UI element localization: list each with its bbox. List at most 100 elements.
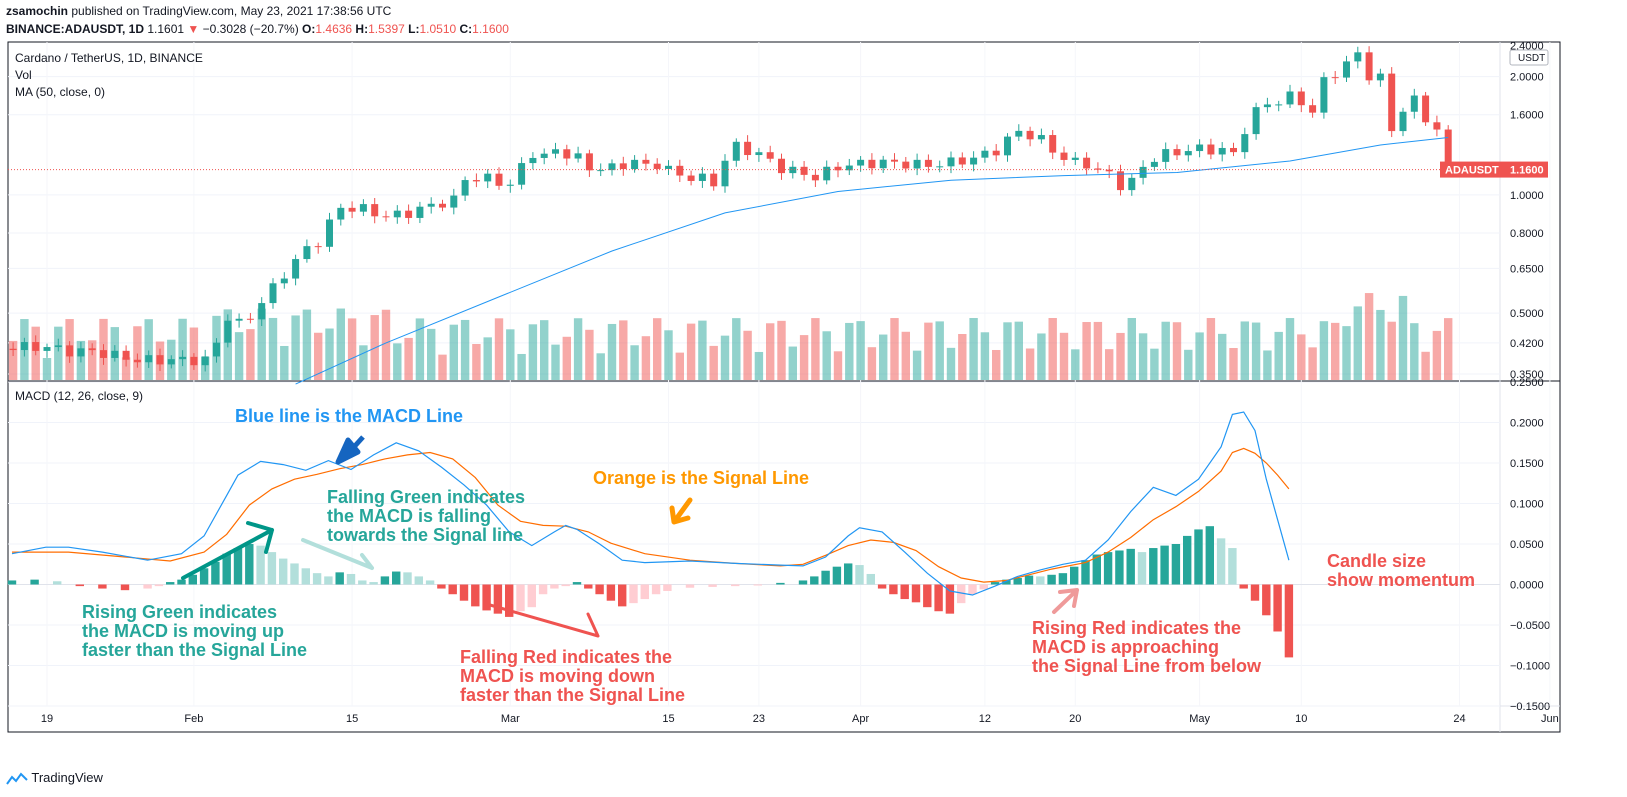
candle-body[interactable]: [1150, 161, 1158, 167]
candle-body[interactable]: [721, 160, 729, 187]
candle-body[interactable]: [574, 153, 582, 159]
candle-body[interactable]: [292, 259, 300, 279]
candle-body[interactable]: [811, 174, 819, 181]
candle-body[interactable]: [891, 159, 898, 162]
publisher-name[interactable]: zsamochin: [6, 4, 69, 18]
usdt-badge[interactable]: [1509, 49, 1549, 66]
candle-body[interactable]: [179, 356, 187, 360]
candle-body[interactable]: [167, 359, 175, 365]
candle-body[interactable]: [280, 278, 288, 284]
candle-body[interactable]: [834, 166, 842, 171]
candle-body[interactable]: [755, 152, 763, 156]
candle-body[interactable]: [947, 157, 955, 167]
candle-body[interactable]: [1083, 157, 1091, 169]
candle-body[interactable]: [1354, 52, 1362, 62]
candle-body[interactable]: [1094, 168, 1102, 170]
candle-body[interactable]: [439, 203, 446, 208]
candle-body[interactable]: [710, 173, 718, 187]
candle-body[interactable]: [665, 165, 672, 169]
candle-body[interactable]: [1343, 61, 1350, 78]
candle-body[interactable]: [235, 318, 243, 321]
candle-body[interactable]: [213, 342, 220, 357]
macd-line[interactable]: [11, 411, 1290, 596]
candle-body[interactable]: [552, 149, 559, 154]
candle-body[interactable]: [122, 350, 130, 360]
candle-body[interactable]: [732, 141, 740, 161]
candle-body[interactable]: [585, 153, 593, 171]
candle-body[interactable]: [563, 149, 571, 159]
candle-body[interactable]: [1026, 130, 1034, 140]
candle-body[interactable]: [133, 359, 141, 363]
candle-body[interactable]: [1286, 91, 1294, 105]
candle-body[interactable]: [145, 355, 153, 363]
candle-body[interactable]: [744, 141, 752, 156]
candle-body[interactable]: [382, 216, 390, 218]
candle-body[interactable]: [518, 163, 526, 185]
candle-body[interactable]: [642, 159, 650, 164]
candle-body[interactable]: [371, 204, 379, 217]
candle-body[interactable]: [258, 303, 266, 320]
candle-body[interactable]: [1015, 130, 1023, 137]
candle-body[interactable]: [303, 246, 311, 260]
candle-body[interactable]: [1320, 77, 1328, 113]
candle-body[interactable]: [789, 166, 797, 174]
candle-body[interactable]: [970, 157, 978, 165]
candle-body[interactable]: [857, 159, 865, 166]
candle-body[interactable]: [224, 320, 232, 343]
candle-body[interactable]: [676, 165, 684, 176]
candle-body[interactable]: [201, 356, 209, 366]
candle-body[interactable]: [472, 180, 480, 182]
candle-body[interactable]: [868, 159, 876, 169]
candle-body[interactable]: [43, 347, 51, 351]
candle-body[interactable]: [156, 355, 164, 365]
candle-body[interactable]: [359, 204, 367, 212]
candle-body[interactable]: [608, 163, 616, 171]
candle-body[interactable]: [1331, 77, 1339, 79]
candle-body[interactable]: [1388, 73, 1396, 132]
candle-body[interactable]: [540, 153, 548, 158]
candle-body[interactable]: [597, 170, 605, 172]
candle-body[interactable]: [495, 173, 503, 186]
candle-body[interactable]: [1365, 52, 1373, 81]
candle-body[interactable]: [631, 159, 639, 170]
candle-body[interactable]: [416, 206, 424, 218]
candle-body[interactable]: [698, 173, 706, 181]
candle-body[interactable]: [393, 210, 401, 218]
candle-body[interactable]: [450, 195, 458, 208]
tradingview-footer[interactable]: TradingView: [6, 770, 103, 786]
candle-body[interactable]: [32, 342, 40, 351]
candle-body[interactable]: [1105, 169, 1113, 172]
candle-body[interactable]: [1037, 135, 1045, 140]
candle-body[interactable]: [1218, 147, 1226, 155]
candle-body[interactable]: [823, 166, 831, 181]
candle-body[interactable]: [461, 180, 469, 196]
candle-body[interactable]: [924, 159, 932, 167]
candle-body[interactable]: [246, 318, 254, 320]
candle-body[interactable]: [653, 163, 661, 169]
candle-body[interactable]: [1275, 104, 1283, 106]
candle-body[interactable]: [66, 345, 74, 357]
candle-body[interactable]: [1252, 107, 1260, 135]
candle-body[interactable]: [902, 161, 910, 169]
candle-body[interactable]: [1117, 171, 1124, 191]
candle-body[interactable]: [1241, 134, 1249, 153]
candle-body[interactable]: [88, 348, 96, 351]
candle-body[interactable]: [337, 207, 345, 220]
candle-body[interactable]: [405, 210, 413, 218]
candle-body[interactable]: [1410, 95, 1418, 112]
candle-body[interactable]: [1004, 136, 1011, 156]
candle-body[interactable]: [1263, 104, 1271, 108]
candle-body[interactable]: [77, 348, 85, 357]
candle-body[interactable]: [687, 175, 695, 181]
candle-body[interactable]: [54, 345, 62, 348]
candle-body[interactable]: [1139, 166, 1147, 178]
candle-body[interactable]: [992, 150, 1000, 156]
candle-body[interactable]: [111, 350, 119, 358]
candle-body[interactable]: [506, 184, 514, 186]
candle-body[interactable]: [766, 152, 774, 159]
candle-body[interactable]: [1173, 149, 1181, 156]
candle-body[interactable]: [981, 150, 989, 158]
candle-body[interactable]: [1422, 95, 1430, 123]
candle-body[interactable]: [1128, 177, 1136, 191]
candle-body[interactable]: [348, 207, 356, 212]
